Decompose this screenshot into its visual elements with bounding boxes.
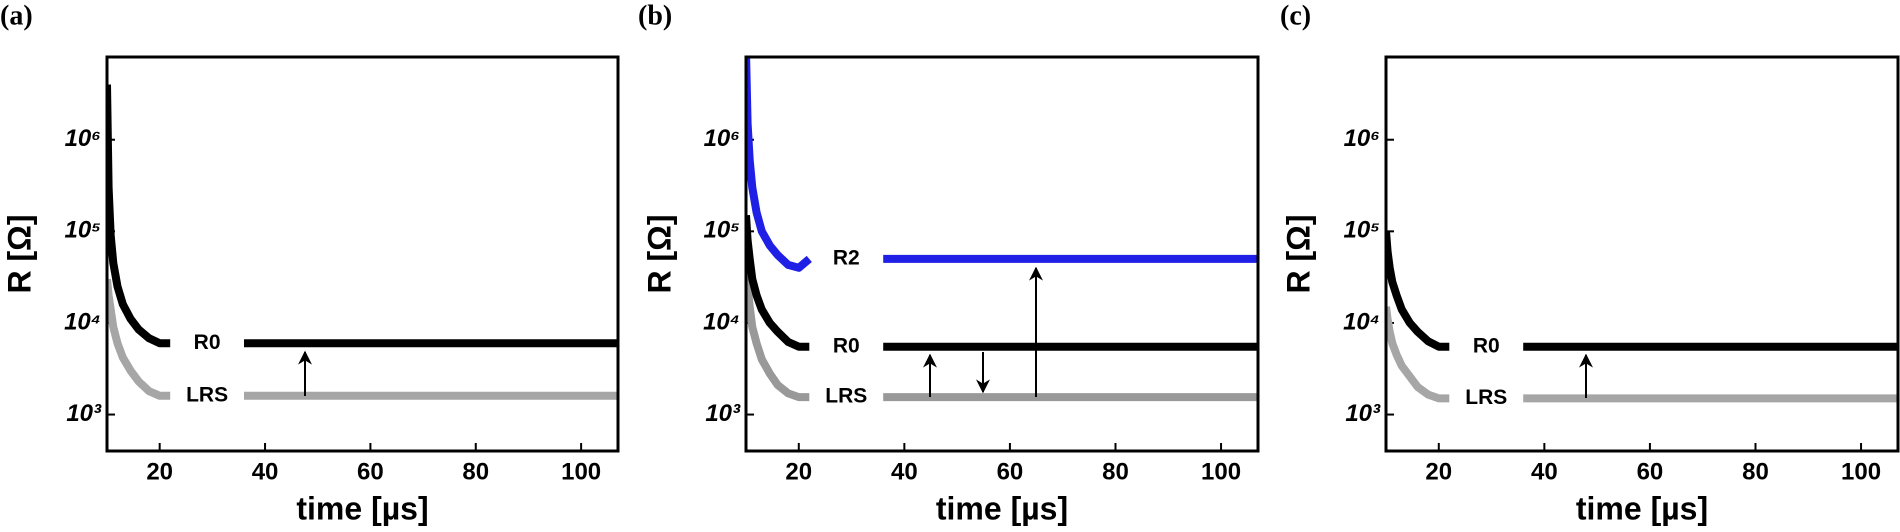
x-axis-label: time [µs] [936,490,1068,526]
series-group [746,57,1258,402]
series-group [107,84,618,400]
series-label: R0 [833,334,860,357]
panel: (b) R [Ω] time [µs] 20 40 60 80 100 10³ 10⁴ 10⁵ 10⁶… [638,0,1260,526]
y-tick-label: 10³ [66,400,102,427]
x-tick-label: 60 [997,458,1024,485]
x-tick-label: 80 [1102,458,1129,485]
y-tick-label: 10³ [705,400,741,427]
y-tick-label: 10⁵ [65,217,101,244]
series-line [107,278,618,400]
panel: (c) R [Ω] time [µs] 20 40 60 80 100 10³ 10⁴ 10⁵ 10⁶… [1280,0,1900,526]
x-tick-label: 60 [1637,458,1664,485]
y-tick-label: 10⁴ [703,308,740,335]
x-tick-label: 60 [357,458,384,485]
x-tick-label: 40 [252,458,279,485]
y-tick-label: 10⁴ [1343,308,1380,335]
panel-label: (a) [0,0,33,31]
series-label: R0 [1473,334,1500,357]
x-tick-label: 80 [462,458,489,485]
x-tick-label: 40 [1531,458,1558,485]
series-line [746,57,1258,272]
y-tick-label: 10⁶ [65,125,101,152]
x-tick-label: 80 [1742,458,1769,485]
series-line [1386,230,1898,351]
x-tick-label: 40 [891,458,918,485]
y-tick-label: 10⁵ [1344,217,1380,244]
y-tick-label: 10⁵ [704,217,740,244]
series-label: R2 [833,246,860,269]
x-axis-label: time [µs] [1576,490,1708,526]
y-axis-label: R [Ω] [1280,215,1316,294]
series-line [1386,306,1898,403]
x-axis-label: time [µs] [296,490,428,526]
arrows [298,266,1593,398]
panel-label: (c) [1280,0,1311,31]
plot-frame [1384,55,1900,453]
x-tick-label: 100 [561,458,601,485]
plot-frame [744,55,1260,453]
series-line [746,267,1258,402]
x-tick-label: 100 [1201,458,1241,485]
panel: (a) R [Ω] time [µs] 20 40 60 80 100 10³ 10⁴ 10⁵ 10⁶… [0,0,620,526]
series-label: LRS [1465,386,1507,409]
y-tick-label: 10⁶ [1344,125,1380,152]
y-axis-label: R [Ω] [1,215,37,294]
series-label: R0 [194,331,221,354]
series-label: LRS [186,383,228,406]
x-tick-label: 20 [785,458,812,485]
series-line [746,214,1258,351]
x-tick-label: 20 [1425,458,1452,485]
plot-frame [105,55,620,453]
series-group [1386,230,1898,403]
y-tick-label: 10⁴ [64,308,101,335]
x-tick-label: 100 [1841,458,1881,485]
panel-label: (b) [638,0,672,31]
y-tick-label: 10⁶ [704,125,740,152]
y-axis-label: R [Ω] [641,215,677,294]
y-tick-label: 10³ [1345,400,1381,427]
x-tick-label: 20 [146,458,173,485]
series-line [107,84,618,348]
series-label: LRS [825,385,867,408]
